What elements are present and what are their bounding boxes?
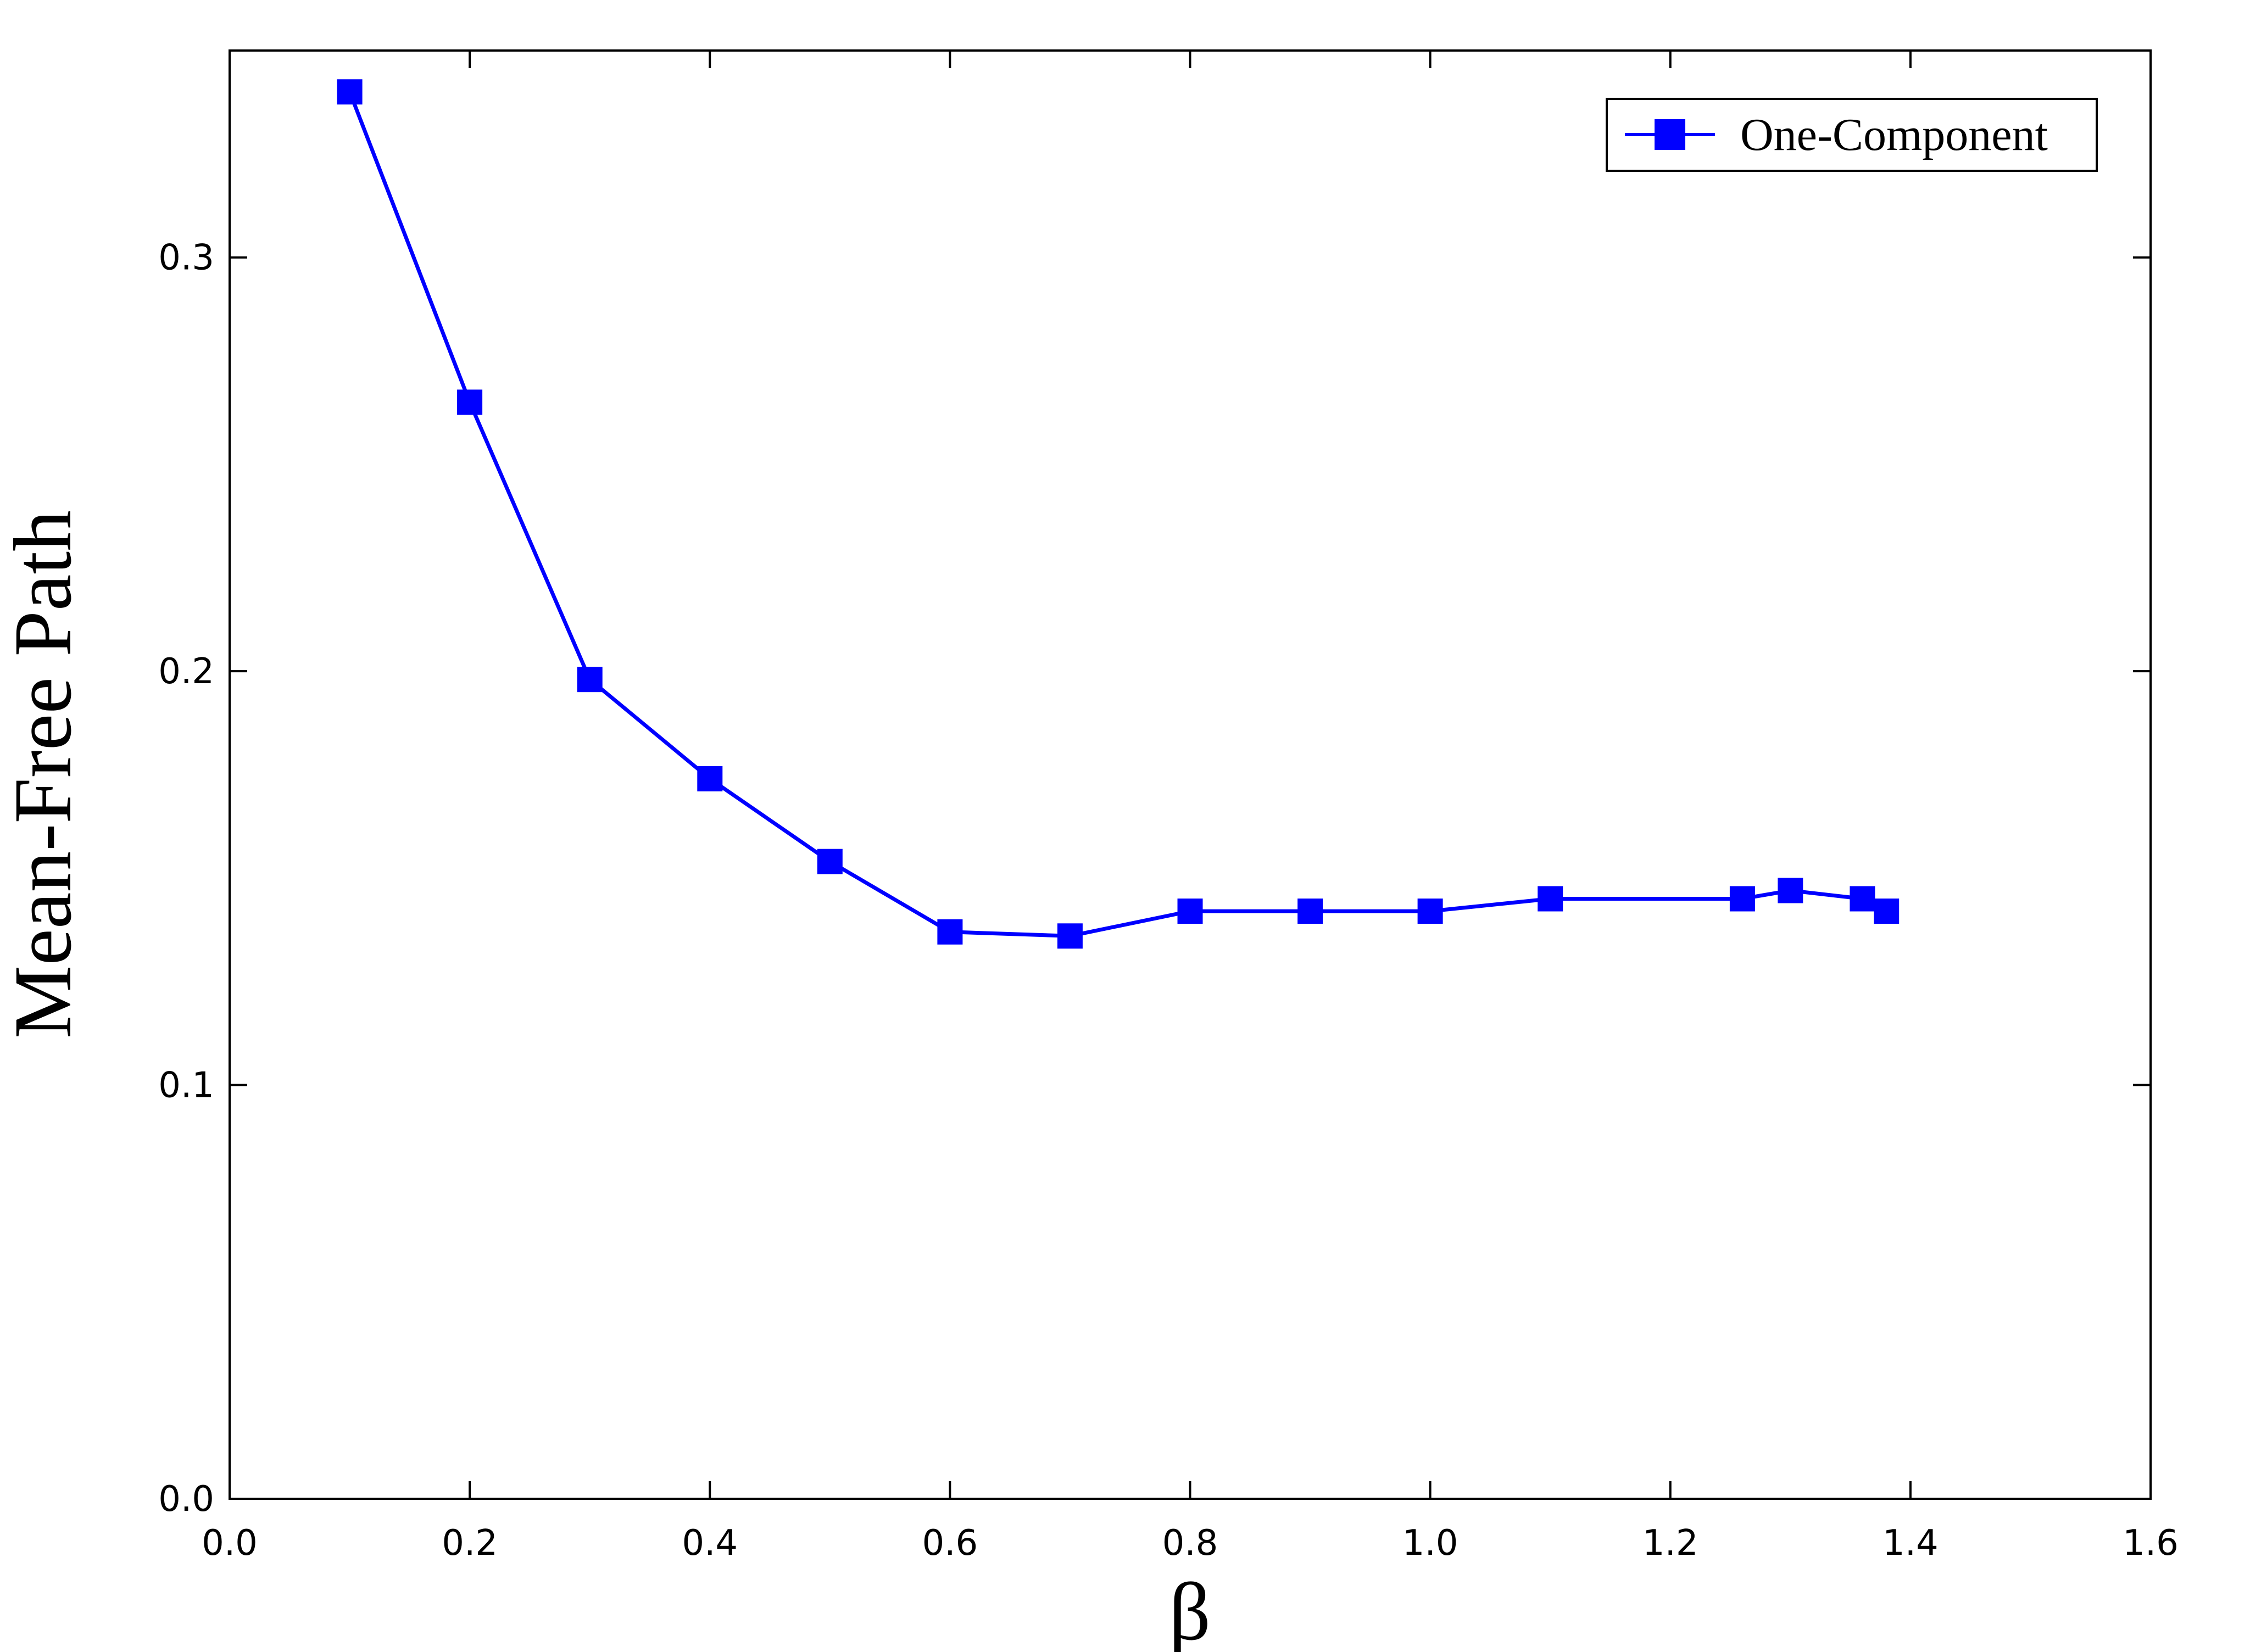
data-point-marker (1057, 923, 1083, 949)
y-axis-tick-labels: 0.0 0.1 0.2 0.3 (158, 238, 214, 1520)
x-tick-label: 1.2 (1642, 1523, 1698, 1564)
y-tick-label: 0.0 (158, 1479, 214, 1520)
data-point-marker (1297, 898, 1323, 924)
x-axis-title: β (1169, 1566, 1211, 1652)
x-axis-ticks (229, 51, 2152, 1499)
data-point-marker (1417, 898, 1443, 924)
y-tick-label: 0.3 (158, 238, 214, 278)
y-tick-label: 0.2 (158, 651, 214, 692)
y-axis-title: Mean-Free Path (0, 510, 88, 1039)
x-tick-label: 1.6 (2123, 1523, 2179, 1564)
x-tick-label: 0.6 (922, 1523, 978, 1564)
data-point-marker (337, 79, 363, 105)
legend-series-label: One-Component (1740, 109, 2048, 160)
data-point-marker (1874, 898, 1900, 924)
data-point-marker (817, 849, 843, 874)
y-axis-ticks (230, 256, 2151, 1500)
legend-marker-sample (1655, 119, 1685, 150)
x-axis-tick-labels: 0.0 0.2 0.4 0.6 0.8 1.0 1.2 1.4 1.6 (202, 1523, 2179, 1564)
x-tick-label: 0.2 (442, 1523, 498, 1564)
data-point-marker (457, 389, 483, 415)
data-point-marker (1778, 878, 1803, 903)
x-tick-label: 0.8 (1162, 1523, 1218, 1564)
data-point-marker (937, 919, 963, 945)
series-layer (337, 79, 1900, 949)
data-point-marker (1850, 886, 1875, 912)
data-point-marker (1729, 886, 1755, 912)
x-tick-label: 1.0 (1402, 1523, 1458, 1564)
data-point-marker (1538, 886, 1563, 912)
data-point-marker (697, 766, 723, 791)
x-tick-label: 1.4 (1883, 1523, 1939, 1564)
legend: One-Component (1606, 98, 2098, 172)
data-point-marker (577, 667, 603, 693)
x-tick-label: 0.0 (202, 1523, 258, 1564)
y-tick-label: 0.1 (158, 1065, 214, 1106)
x-tick-label: 0.4 (682, 1523, 738, 1564)
data-point-marker (1177, 898, 1203, 924)
